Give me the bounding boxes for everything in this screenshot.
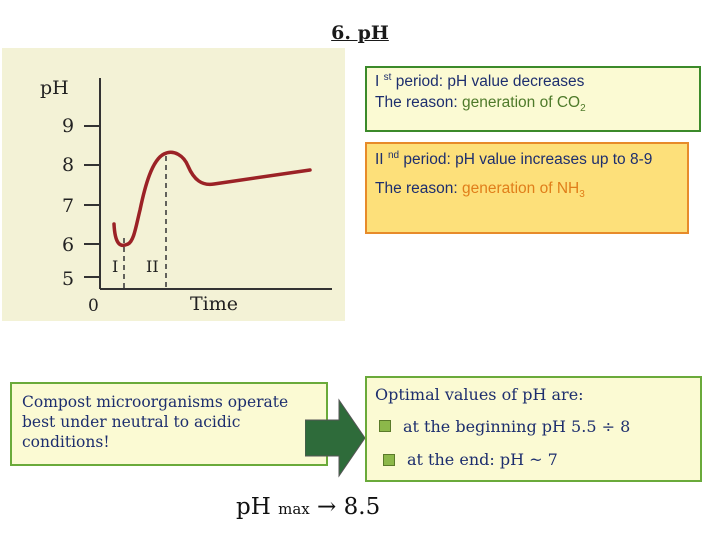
period1-reason: The reason: generation of CO2 [375, 94, 586, 115]
period1-info-box: I st period: pH value decreases The reas… [365, 66, 701, 132]
y-tick-label: 5 [62, 268, 74, 290]
y-tick-label: 7 [62, 195, 74, 217]
y-tick-label: 9 [62, 115, 74, 137]
period1-label: I [112, 257, 118, 276]
period2-text: II nd period: pH value increases up to 8… [375, 150, 653, 169]
list-item: at the beginning pH 5.5 ÷ 8 [379, 416, 692, 438]
bullet-icon [379, 420, 391, 433]
period1-text: I st period: pH value decreases [375, 72, 585, 91]
ph-curve [112, 150, 312, 248]
optimal-heading: Optimal values of pH are: [375, 385, 584, 404]
period2-info-box: II nd period: pH value increases up to 8… [365, 142, 689, 234]
x-axis-label: Time [190, 293, 238, 315]
optimal-values-box: Optimal values of pH are: at the beginni… [365, 376, 702, 482]
ph-time-diagram: pH 9 8 7 6 5 0 Time I II [2, 48, 345, 321]
compost-note-box: Compost microorganisms operate best unde… [10, 382, 328, 466]
y-tick-label: 8 [62, 154, 74, 176]
right-arrow-icon [305, 398, 366, 478]
bullet-icon [383, 453, 395, 466]
y-tick-label: 6 [62, 234, 74, 256]
period2-label: II [146, 257, 159, 276]
origin-label: 0 [88, 296, 99, 316]
slide-title: 6. pH [331, 22, 389, 44]
list-item: at the end: pH ~ 7 [383, 449, 692, 471]
period2-reason: The reason: generation of NH3 [375, 180, 585, 201]
ph-max-formula: pH max → 8.5 [236, 494, 381, 520]
compost-note-text: Compost microorganisms operate best unde… [22, 393, 289, 452]
y-axis-label: pH [40, 77, 69, 99]
